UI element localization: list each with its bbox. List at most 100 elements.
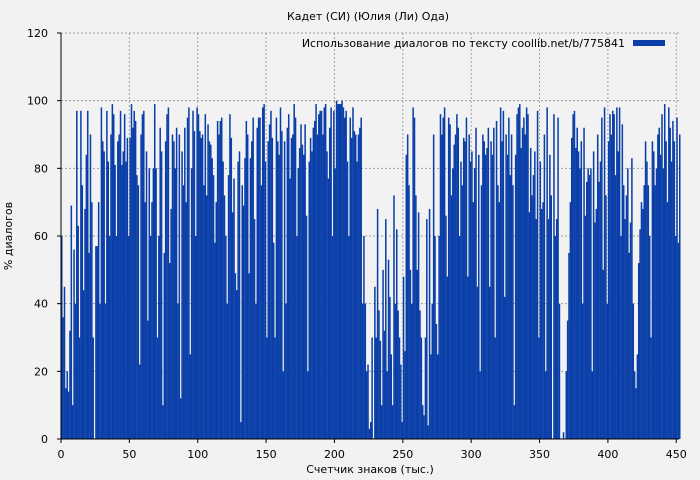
bar [119,110,122,440]
bar [285,303,287,439]
grid [61,32,679,439]
bar [65,388,67,439]
bar [229,114,231,439]
bar [318,114,320,439]
bar [569,202,572,439]
bar [669,127,671,439]
bar [677,242,680,439]
bar [260,185,263,439]
bar [553,114,555,439]
bar [322,134,324,439]
bar [436,354,439,439]
bar [233,178,235,439]
bar [234,273,237,439]
bar [181,151,183,439]
bar [512,185,514,439]
bar [581,303,584,439]
bar [108,236,111,439]
bar [431,303,434,439]
y-tick-label: 80 [34,162,48,175]
bar [549,154,551,440]
bar [378,310,380,439]
bar [661,114,663,439]
x-tick-label: 100 [187,448,208,461]
bar [203,185,205,439]
bar [301,144,304,439]
bar [631,158,633,439]
bar [242,205,245,439]
bar [259,117,261,439]
x-tick-label: 350 [529,448,550,461]
bar [538,337,540,439]
bar [387,259,390,439]
bar [283,141,286,439]
bar [97,202,100,439]
bar [236,290,238,439]
bar [226,303,228,439]
bar [137,185,140,439]
bar [279,107,282,439]
bar [304,124,306,439]
bar [127,236,130,439]
bar [643,185,645,439]
bar [639,229,641,439]
bar [251,141,253,439]
bar [676,117,678,439]
bar [307,371,309,439]
bar [223,195,226,439]
bar [331,236,334,439]
bar [467,276,469,439]
bar [104,303,107,439]
bar [374,286,376,439]
bar [524,134,527,439]
bar [620,236,622,439]
bar [628,252,630,439]
bar [443,107,446,439]
bar [665,141,667,439]
bar [356,161,358,440]
bar [523,117,525,439]
bar [540,208,543,439]
bar [542,202,544,439]
bar [390,354,393,439]
bar [497,185,499,439]
bar [592,151,595,439]
bar [627,168,629,440]
bar [476,286,479,439]
bar [420,337,423,439]
bar [192,110,194,440]
bar [386,371,388,439]
bar [106,110,108,440]
bar [178,134,181,439]
bar [66,371,68,439]
bar [400,364,402,439]
bar [618,107,621,439]
bar [391,405,394,439]
bar [587,168,589,440]
tick-labels: 0 20 40 60 80 100 120 0 50 100 150 200 250 300 350 400 4… [27,27,687,461]
bar [385,219,387,439]
bar [503,296,506,439]
bar [267,141,269,439]
bar [662,168,665,440]
y-tick-label: 40 [34,298,48,311]
bar [346,161,349,440]
bar [96,246,99,439]
bar [218,134,220,439]
y-tick-label: 0 [41,433,48,446]
bar [599,161,602,440]
bar [337,104,339,440]
bar [63,286,66,439]
bar [300,124,302,439]
bar [297,168,300,440]
bar [344,117,346,439]
bar [74,303,77,439]
bar [480,185,483,439]
bar [249,158,252,439]
bar [468,134,470,439]
bar [319,110,321,440]
bar [584,215,587,439]
bar [666,202,669,439]
bar [442,117,444,439]
bar [670,161,673,440]
